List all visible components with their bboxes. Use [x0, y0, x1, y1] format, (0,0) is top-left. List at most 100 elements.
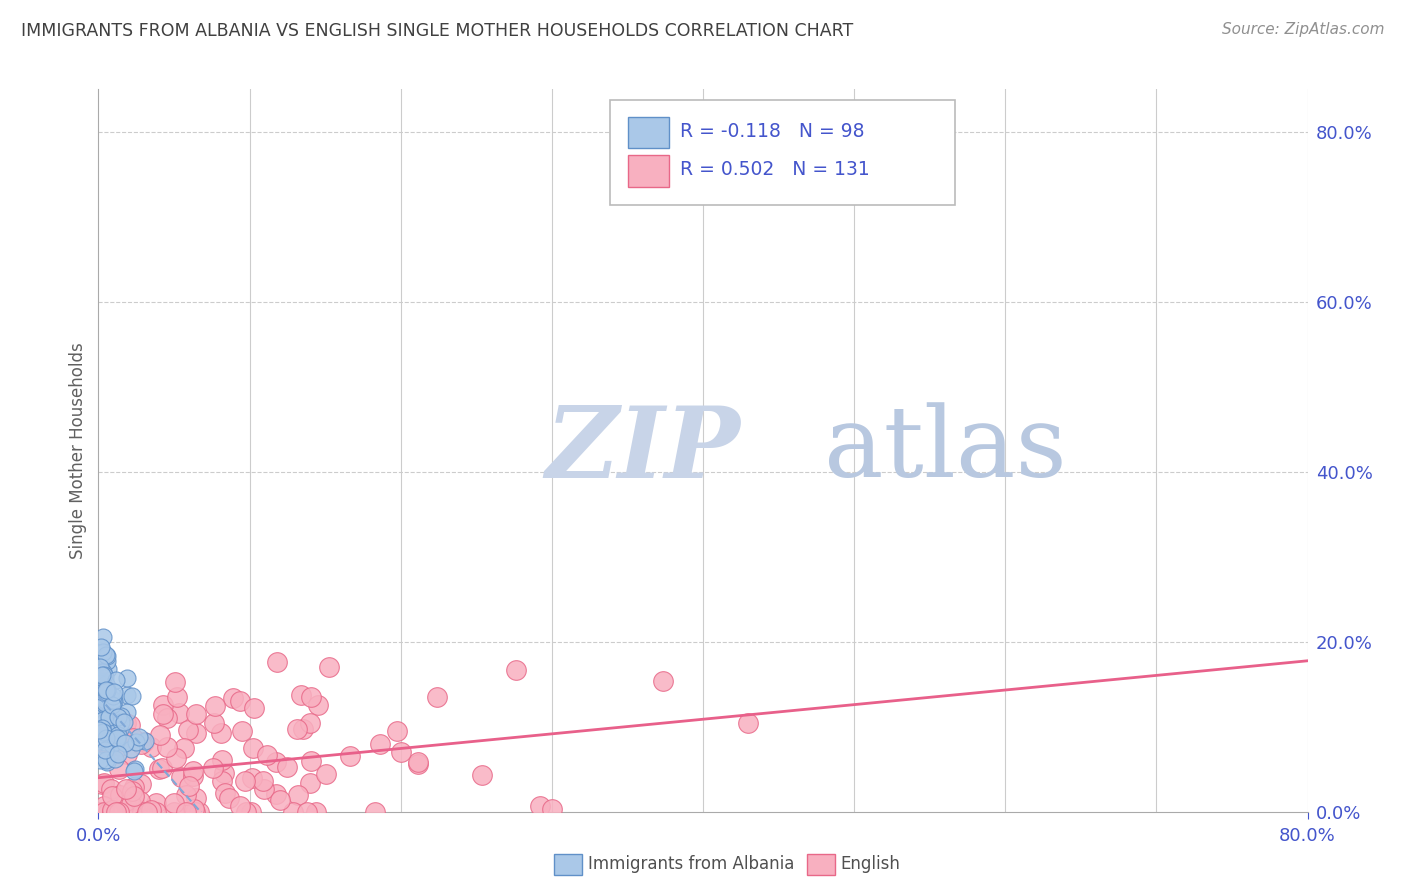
Point	[166, 690, 188, 704]
Point	[93, 805, 115, 819]
Point	[368, 737, 391, 751]
Point	[91, 685, 114, 699]
Point	[94, 696, 117, 710]
Point	[540, 802, 562, 816]
Point	[253, 782, 276, 797]
Point	[110, 714, 132, 729]
Point	[117, 688, 139, 702]
Point	[269, 792, 291, 806]
Point	[124, 762, 146, 776]
Point	[218, 790, 240, 805]
Point	[96, 680, 118, 694]
Point	[264, 787, 287, 801]
Text: atlas: atlas	[824, 402, 1067, 499]
Point	[131, 737, 153, 751]
Text: English: English	[841, 855, 901, 873]
Point	[105, 725, 128, 739]
Point	[103, 694, 125, 708]
Point	[169, 706, 191, 720]
Point	[94, 713, 117, 727]
Point	[115, 705, 138, 719]
Point	[266, 655, 288, 669]
Point	[211, 752, 233, 766]
Point	[299, 715, 322, 730]
Point	[110, 722, 132, 736]
Point	[104, 751, 127, 765]
Y-axis label: Single Mother Households: Single Mother Households	[69, 343, 87, 558]
Point	[90, 721, 112, 735]
Point	[97, 713, 120, 727]
Point	[214, 786, 236, 800]
Point	[406, 756, 429, 770]
Point	[96, 682, 118, 697]
Point	[96, 654, 118, 668]
Point	[297, 805, 319, 819]
Point	[186, 726, 208, 740]
Point	[122, 789, 145, 803]
Point	[235, 774, 257, 789]
Point	[97, 662, 120, 676]
Point	[406, 757, 429, 772]
Point	[94, 743, 117, 757]
Point	[276, 760, 298, 774]
FancyBboxPatch shape	[610, 100, 955, 205]
Point	[91, 713, 114, 727]
Point	[211, 774, 233, 789]
Point	[298, 775, 321, 789]
Point	[100, 734, 122, 748]
Point	[652, 674, 675, 689]
Point	[177, 779, 200, 793]
Point	[96, 694, 118, 708]
Point	[89, 674, 111, 689]
Point	[181, 769, 204, 783]
Point	[134, 734, 156, 748]
Point	[173, 741, 195, 756]
Point	[145, 805, 167, 819]
Point	[125, 735, 148, 749]
Point	[93, 798, 115, 813]
Point	[89, 674, 111, 689]
Point	[105, 734, 128, 748]
Text: ZIP: ZIP	[546, 402, 741, 499]
Point	[94, 753, 117, 767]
Point	[235, 805, 257, 819]
Point	[98, 744, 121, 758]
Point	[97, 805, 120, 819]
Point	[89, 690, 111, 705]
Point	[385, 724, 408, 739]
Point	[94, 692, 117, 706]
Point	[107, 805, 129, 819]
Point	[287, 788, 309, 802]
Point	[121, 784, 143, 798]
Point	[98, 690, 121, 704]
Point	[252, 774, 274, 789]
Point	[105, 673, 128, 688]
Point	[124, 798, 146, 813]
Point	[122, 731, 145, 745]
Point	[285, 722, 308, 736]
Point	[150, 761, 173, 775]
Point	[89, 805, 111, 819]
Point	[129, 794, 152, 808]
Point	[136, 805, 159, 819]
Point	[202, 715, 225, 730]
Point	[98, 709, 121, 723]
Point	[87, 683, 110, 698]
Point	[177, 723, 200, 738]
Point	[93, 694, 115, 708]
Point	[100, 706, 122, 721]
Point	[107, 710, 129, 724]
Point	[184, 790, 207, 805]
Point	[105, 805, 128, 819]
Point	[103, 684, 125, 698]
Point	[163, 805, 186, 819]
Point	[188, 805, 211, 819]
Point	[89, 674, 111, 689]
Point	[91, 668, 114, 682]
Point	[364, 805, 387, 819]
Point	[299, 754, 322, 768]
Point	[141, 739, 163, 754]
Point	[90, 640, 112, 655]
Point	[212, 765, 235, 780]
Point	[101, 698, 124, 712]
